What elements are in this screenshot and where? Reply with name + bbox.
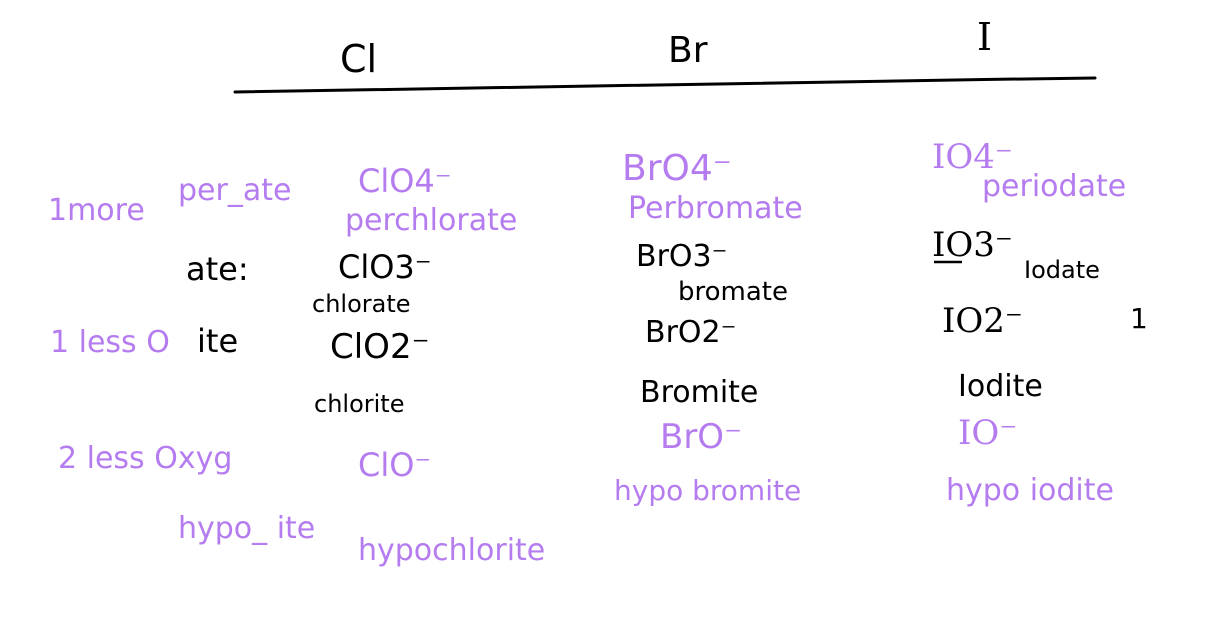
iodite-formula: IO2⁻ <box>942 301 1023 341</box>
hypobromite-formula: BrO⁻ <box>660 417 742 457</box>
hypoiodite-name: hypo iodite <box>946 473 1114 508</box>
stray-mark: 1 <box>1130 302 1148 335</box>
hypochlorite-formula: ClO⁻ <box>358 446 431 484</box>
iodate-formula: IO3⁻ <box>932 225 1013 265</box>
bromate-formula: BrO3⁻ <box>636 239 727 274</box>
hypochlorite-name: hypochlorite <box>358 533 545 568</box>
chlorate-name: chlorate <box>312 290 411 318</box>
hypoiodite-formula: IO⁻ <box>958 413 1017 453</box>
rule-more-oxygen: 1more <box>48 193 145 228</box>
header-bromine: Br <box>668 30 708 71</box>
chlorate-formula: ClO3⁻ <box>338 248 432 286</box>
chlorite-formula: ClO2⁻ <box>330 327 430 367</box>
header-chlorine: Cl <box>340 37 377 81</box>
header-underline <box>233 76 1097 94</box>
header-iodine: I <box>977 15 992 59</box>
periodate-name: periodate <box>982 169 1126 204</box>
periodate-formula: IO4⁻ <box>932 137 1013 177</box>
bromate-name: bromate <box>678 277 788 307</box>
iodate-name: Iodate <box>1024 256 1100 284</box>
perchlorate-name: perchlorate <box>345 203 517 238</box>
rule-ate: ate: <box>186 250 249 288</box>
bromite-name: Bromite <box>640 375 758 410</box>
rule-per-ate: per_ate <box>178 173 291 208</box>
rule-two-less-oxygen: 2 less Oxyg <box>58 441 232 476</box>
perbromate-name: Perbromate <box>628 191 803 226</box>
iodite-name: Iodite <box>958 369 1043 404</box>
bromite-formula: BrO2⁻ <box>645 315 736 350</box>
rule-hypo-ite: hypo_ ite <box>178 511 315 546</box>
rule-ite: ite <box>197 322 238 360</box>
rule-one-less-oxygen: 1 less O <box>50 325 170 360</box>
perchlorate-formula: ClO4⁻ <box>358 162 452 200</box>
hypobromite-name: hypo bromite <box>614 474 801 507</box>
perbromate-formula: BrO4⁻ <box>622 148 732 189</box>
chlorite-name: chlorite <box>314 390 404 418</box>
